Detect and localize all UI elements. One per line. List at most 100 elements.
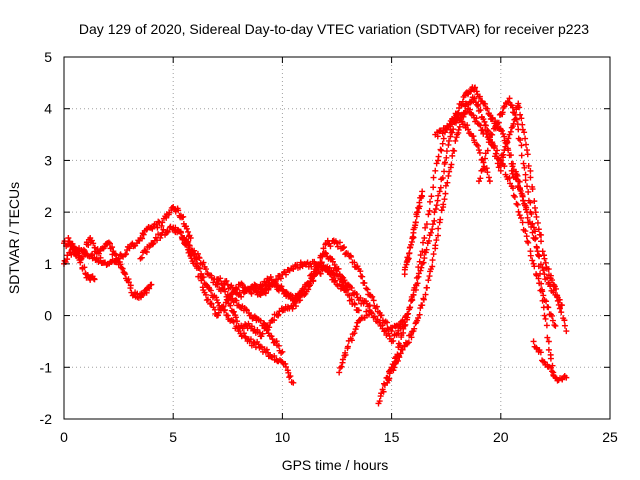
data-point	[407, 304, 414, 311]
data-point	[430, 251, 437, 258]
data-point	[520, 160, 527, 167]
data-point	[423, 221, 430, 228]
data-point	[224, 297, 231, 304]
data-point	[516, 212, 523, 219]
data-point	[532, 236, 539, 243]
data-point	[366, 302, 373, 309]
data-point	[405, 310, 412, 317]
data-point	[507, 152, 514, 159]
data-point	[442, 182, 449, 189]
data-point	[430, 174, 437, 181]
data-point	[521, 129, 528, 136]
data-point	[292, 303, 299, 310]
data-point	[431, 217, 438, 224]
data-point	[501, 163, 508, 170]
data-point	[139, 235, 146, 242]
data-point	[518, 190, 525, 197]
data-point	[528, 210, 535, 217]
data-point	[506, 175, 513, 182]
data-point	[499, 109, 506, 116]
data-point	[433, 160, 440, 167]
data-point	[430, 184, 437, 191]
data-point	[479, 166, 486, 173]
data-point	[441, 196, 448, 203]
data-point	[542, 315, 549, 322]
data-point	[65, 235, 72, 241]
data-point	[527, 174, 534, 181]
data-point	[467, 99, 474, 106]
chart-title: Day 129 of 2020, Sidereal Day-to-day VTE…	[79, 21, 589, 37]
data-point	[545, 346, 552, 353]
data-point	[339, 356, 346, 363]
series-sat-track-12	[384, 84, 531, 386]
data-point	[423, 284, 430, 291]
data-point	[538, 231, 545, 238]
data-point	[357, 268, 364, 275]
data-point	[537, 261, 544, 268]
data-point	[380, 388, 387, 395]
data-point	[529, 257, 536, 264]
data-point	[149, 241, 156, 248]
data-point	[492, 125, 499, 132]
data-point	[497, 167, 504, 174]
data-point	[524, 151, 531, 158]
data-point	[417, 252, 424, 259]
data-point	[344, 343, 351, 350]
data-point	[485, 174, 492, 181]
series-sat-track-02	[61, 235, 155, 301]
data-point	[263, 285, 270, 292]
data-point	[183, 225, 190, 232]
data-point	[418, 264, 425, 271]
data-point	[109, 244, 116, 251]
data-point	[123, 250, 130, 257]
data-point	[472, 84, 479, 91]
data-point	[459, 98, 466, 105]
data-point	[529, 186, 536, 193]
data-point	[465, 126, 472, 133]
data-point	[194, 250, 201, 257]
data-point	[433, 237, 440, 244]
data-point	[561, 322, 568, 329]
data-point	[436, 188, 443, 195]
data-point	[443, 148, 450, 155]
data-point	[477, 175, 484, 182]
data-point	[157, 234, 164, 241]
data-point	[399, 346, 406, 353]
data-point	[432, 242, 439, 249]
data-point	[454, 110, 461, 117]
data-point	[517, 137, 524, 144]
data-point	[540, 267, 547, 274]
y-axis-label: SDTVAR / TECUs	[6, 182, 22, 294]
data-point	[282, 360, 289, 367]
data-point	[539, 248, 546, 255]
data-point	[258, 283, 265, 290]
data-point	[125, 279, 132, 286]
series-sat-track-08	[224, 237, 406, 340]
data-point	[495, 119, 502, 126]
data-point	[511, 193, 518, 200]
data-point	[122, 271, 129, 278]
data-point	[188, 255, 195, 262]
data-point	[263, 327, 270, 334]
data-point	[266, 324, 273, 331]
data-point	[476, 149, 483, 156]
data-point	[81, 248, 88, 255]
data-point	[446, 168, 453, 175]
data-point	[384, 319, 391, 326]
data-point	[312, 271, 319, 278]
data-point	[524, 214, 531, 221]
data-point	[348, 253, 355, 260]
data-point	[336, 239, 343, 246]
data-point	[419, 302, 426, 309]
data-point	[387, 367, 394, 374]
data-point	[402, 264, 409, 271]
data-point	[429, 257, 436, 264]
data-point	[386, 375, 393, 382]
x-tick-label: 25	[602, 429, 618, 445]
data-point	[416, 311, 423, 318]
data-point	[547, 272, 554, 279]
data-point	[451, 147, 458, 154]
data-point	[406, 250, 413, 257]
data-point	[426, 237, 433, 244]
data-point	[511, 116, 518, 123]
